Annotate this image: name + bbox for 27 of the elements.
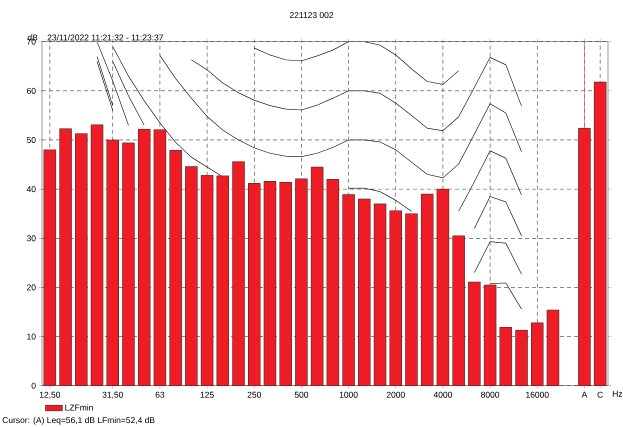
x-tick-label: 16000 — [526, 392, 549, 398]
chart-title: 221123 002 — [290, 12, 334, 18]
legend-label: LZFmin — [65, 404, 93, 410]
y-tick-label: 10 — [27, 334, 36, 340]
x-tick-label: 2000 — [386, 392, 405, 398]
text: Cursor: (A) Leq=56,1 dB LFmin=52,4 dB — [2, 416, 155, 425]
x-tick-label: 125 — [200, 392, 214, 398]
x-tick-label: 31,50 — [102, 392, 124, 399]
x-tick-label: 12,50 — [40, 392, 60, 399]
x-tick-label: 8000 — [481, 392, 500, 398]
x-tick-label: A — [582, 392, 588, 398]
x-tick-label: 500 — [294, 392, 308, 398]
y-tick-label: 70 — [26, 38, 36, 45]
y-tick-label: 20 — [26, 284, 36, 290]
x-tick-label: 1000 — [340, 392, 358, 398]
x-tick-label: 4000 — [434, 392, 452, 398]
y-tick-label: 0 — [32, 382, 36, 389]
chart-subtitle: 23/11/2022 11:21:32 - 11:23:37 — [48, 34, 164, 40]
y-tick-label: 50 — [26, 136, 36, 143]
y-axis-title: dB — [28, 34, 38, 40]
x-tick-label: 250 — [248, 392, 261, 398]
y-tick-label: 40 — [26, 186, 36, 192]
y-tick-label: 30 — [26, 235, 36, 242]
x-tick-label: 63 — [156, 392, 164, 398]
x-axis-title: Hz — [612, 390, 622, 397]
x-tick-label: C — [598, 392, 603, 398]
y-tick-label: 60 — [26, 88, 36, 94]
